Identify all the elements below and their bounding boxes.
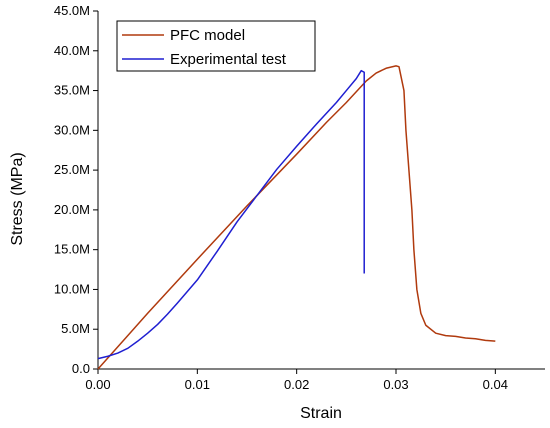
y-tick-label: 35.0M xyxy=(54,83,90,98)
legend-label-pfc-model: PFC model xyxy=(170,27,245,44)
series-line-pfc-model xyxy=(97,65,496,370)
y-tick-label: 15.0M xyxy=(54,242,90,257)
y-tick-label: 5.0M xyxy=(61,321,90,336)
legend-box xyxy=(116,20,316,72)
y-tick-label: 30.0M xyxy=(54,122,90,137)
series-line-experimental-test xyxy=(97,69,365,360)
y-tick-label: 25.0M xyxy=(54,162,90,177)
y-tick-label: 40.0M xyxy=(54,43,90,58)
y-tick-label: 20.0M xyxy=(54,202,90,217)
x-tick-label: 0.00 xyxy=(85,377,110,392)
x-tick-label: 0.04 xyxy=(483,377,508,392)
y-axis-title: Stress (MPa) xyxy=(9,152,26,245)
series xyxy=(97,65,496,370)
x-tick-label: 0.01 xyxy=(185,377,210,392)
ticks: 0.00 0.01 0.02 0.03 0.04 0.0 5.0M 10.0M 15.0M 20.… xyxy=(54,3,508,392)
axes xyxy=(97,11,545,370)
legend-label-experimental-test: Experimental test xyxy=(170,51,287,68)
x-tick-label: 0.03 xyxy=(383,377,408,392)
y-tick-label: 0.0 xyxy=(72,361,90,376)
y-tick-label: 10.0M xyxy=(54,281,90,296)
x-axis-title: Strain xyxy=(300,405,342,422)
legend: PFC model Experimental test xyxy=(116,20,316,72)
y-tick-label: 45.0M xyxy=(54,3,90,18)
x-tick-label: 0.02 xyxy=(284,377,309,392)
